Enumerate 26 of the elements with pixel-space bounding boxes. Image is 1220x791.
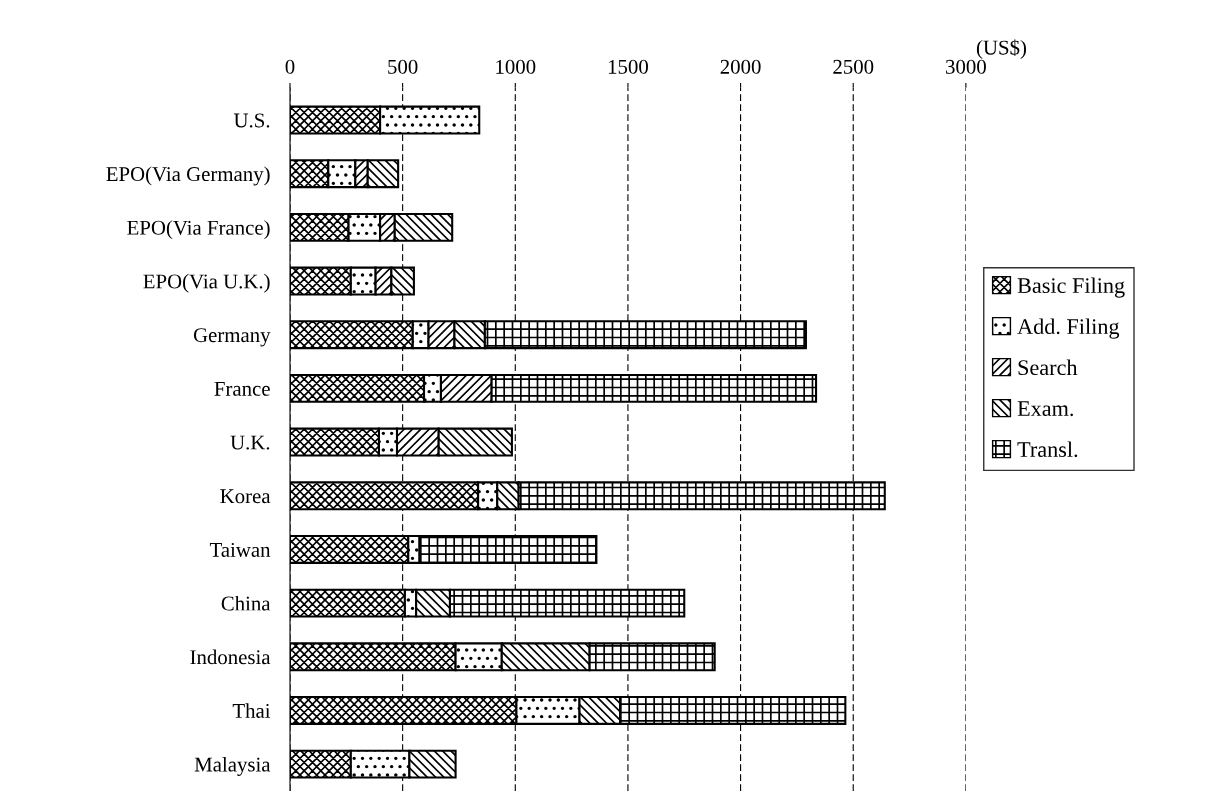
- y-tick-label: EPO(Via U.K.): [143, 273, 270, 293]
- y-tick-label: EPO(Via France): [127, 220, 270, 240]
- legend-label: Search: [1018, 359, 1078, 376]
- y-tick-label: Malaysia: [194, 756, 271, 776]
- legend-label: Basic Filing: [1017, 277, 1125, 298]
- x-axis-title: (US$): [976, 39, 1027, 59]
- y-tick-label: China: [221, 595, 271, 611]
- x-tick-label: 1500: [608, 59, 648, 74]
- x-tick-label: 3000: [946, 59, 986, 74]
- y-tick-label: U.K.: [230, 435, 270, 450]
- y-tick-label: Korea: [220, 489, 271, 504]
- y-tick-label: France: [214, 381, 270, 396]
- y-tick-label: Germany: [193, 328, 271, 347]
- legend-label: Exam.: [1017, 401, 1073, 417]
- y-tick-label: Thai: [232, 703, 271, 718]
- x-tick-label: 2500: [833, 59, 874, 74]
- y-tick-label: EPO(Via Germany): [106, 166, 270, 186]
- x-tick-label: 500: [388, 59, 418, 74]
- y-tick-label: Indonesia: [190, 649, 271, 665]
- legend-label: Transl.: [1017, 441, 1078, 458]
- x-tick-label: 1000: [496, 59, 536, 74]
- x-tick-label: 0: [285, 59, 295, 74]
- legend-label: Add. Filing: [1017, 318, 1120, 339]
- x-tick-label: 2000: [720, 59, 761, 74]
- y-tick-label: U.S.: [233, 113, 270, 128]
- y-tick-label: Taiwan: [209, 542, 271, 557]
